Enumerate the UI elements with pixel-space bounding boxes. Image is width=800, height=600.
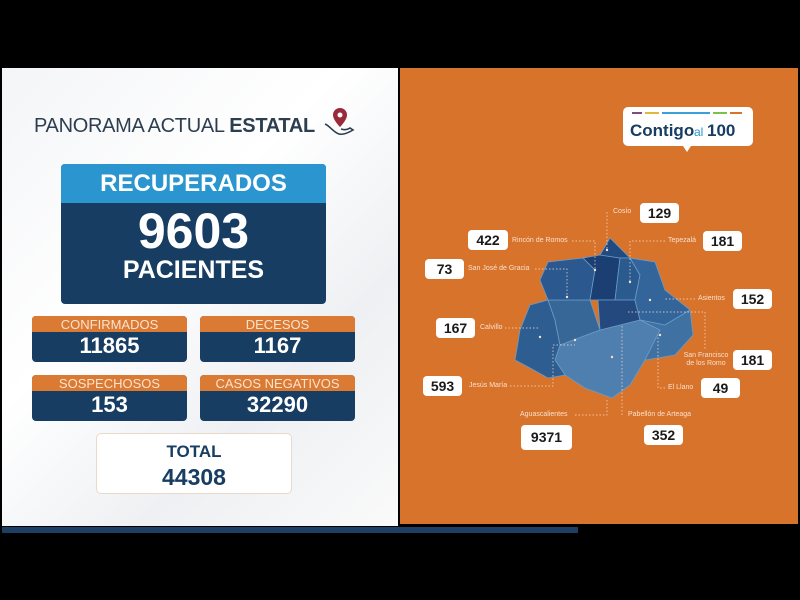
sospechosos-card: SOSPECHOSOS 153 xyxy=(32,375,187,421)
casos-negativos-card: CASOS NEGATIVOS 32290 xyxy=(200,375,355,421)
bottom-bar xyxy=(2,527,578,533)
municipality-value-asientos: 152 xyxy=(733,289,772,309)
contigo-al-100-logo: Contigo al 100 xyxy=(623,107,753,152)
svg-text:100: 100 xyxy=(707,121,735,140)
confirmados-card: CONFIRMADOS 11865 xyxy=(32,316,187,362)
svg-text:Contigo: Contigo xyxy=(630,121,694,140)
region-cosio xyxy=(599,237,631,259)
municipality-value-cosio: 129 xyxy=(640,203,679,223)
municipality-value-tepezala: 181 xyxy=(703,231,742,251)
municipality-label-tepezala: Tepezalá xyxy=(668,237,697,244)
location-pin-hand-icon xyxy=(324,108,355,136)
total-card: TOTAL 44308 xyxy=(96,433,292,494)
state-map xyxy=(505,212,706,416)
municipality-value-rincon-de-romos: 422 xyxy=(468,230,508,250)
page-title: PANORAMA ACTUAL ESTATAL xyxy=(34,115,315,137)
municipality-label-asientos: Asientos xyxy=(698,295,725,302)
recuperados-card: RECUPERADOS 9603 PACIENTES xyxy=(61,164,326,304)
municipality-label-calvillo: Calvillo xyxy=(480,324,503,331)
municipality-value-san-francisco-de-los-romo: 181 xyxy=(733,350,772,370)
region-el-llano xyxy=(639,309,694,361)
municipality-label-cosio: Cosío xyxy=(613,208,632,215)
municipality-value-el-llano: 49 xyxy=(701,378,740,398)
svg-text:al: al xyxy=(694,125,703,139)
municipality-value-jesus-maria: 593 xyxy=(423,376,462,396)
municipality-label-san-jose-de-gracia: San José de Gracia xyxy=(468,265,530,272)
municipality-label-aguascalientes: Aguascalientes xyxy=(520,411,568,418)
municipality-label-rincon-de-romos: Rincón de Romos xyxy=(512,237,568,244)
municipality-value-aguascalientes: 9371 xyxy=(521,425,572,450)
municipality-value-calvillo: 167 xyxy=(436,318,475,338)
municipality-value-san-jose-de-gracia: 73 xyxy=(425,259,464,279)
municipality-value-pabellon-de-arteaga: 352 xyxy=(644,425,683,445)
municipality-label-el-llano: El Llano xyxy=(668,384,694,391)
municipality-label-jesus-maria: Jesús María xyxy=(469,382,508,389)
municipality-label-san-francisco-de-los-romo: San Francisco de los Romo xyxy=(683,352,729,367)
municipality-label-pabellon-de-arteaga: Pabellón de Arteaga xyxy=(628,411,692,418)
region-san-jose-de-gracia xyxy=(539,257,596,301)
decesos-card: DECESOS 1167 xyxy=(200,316,355,362)
logo-graphic: Contigo al 100 xyxy=(630,112,742,152)
